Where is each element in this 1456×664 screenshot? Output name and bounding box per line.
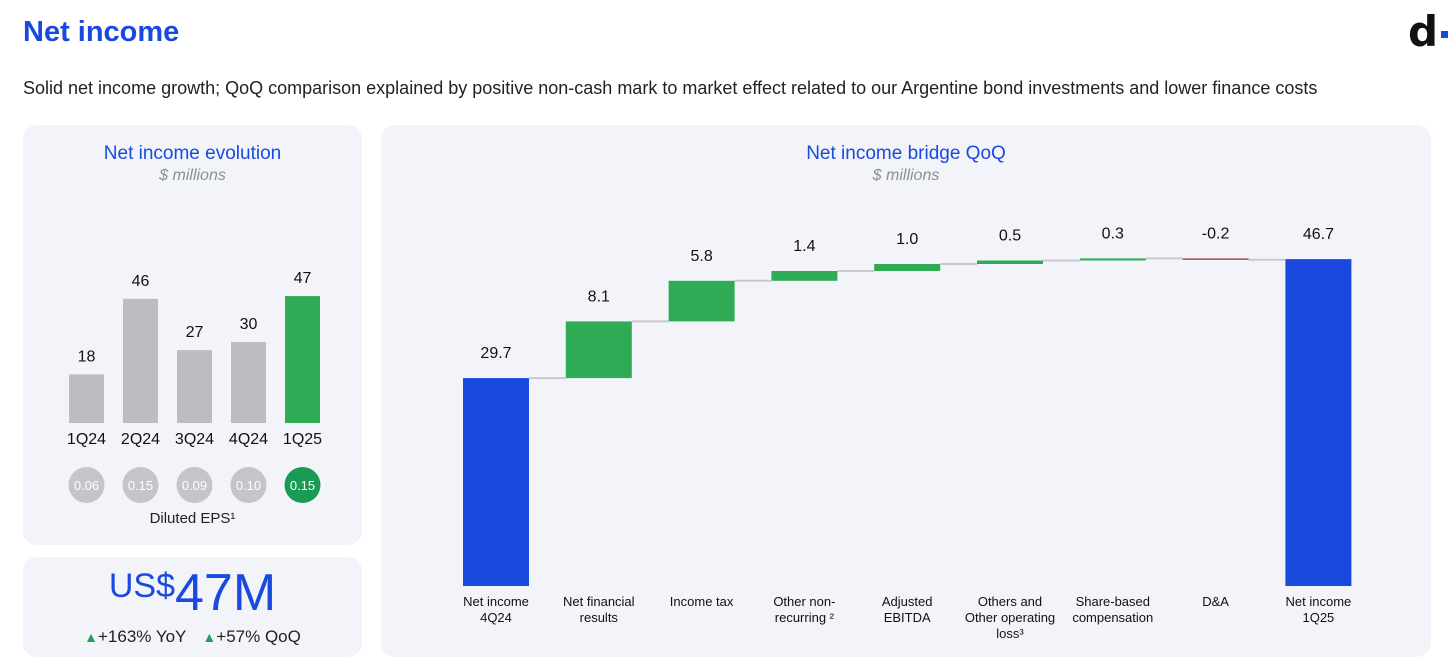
bridge-category-label: compensation: [1072, 610, 1153, 625]
eps-value-label: 0.06: [74, 478, 99, 493]
bridge-category-label: Income tax: [670, 594, 734, 609]
bridge-category-label: Others and: [978, 594, 1042, 609]
evolution-category-label: 4Q24: [229, 431, 268, 448]
bridge-value-label: 5.8: [690, 248, 712, 265]
evolution-value-label: 46: [132, 273, 150, 290]
evolution-category-label: 2Q24: [121, 431, 160, 448]
bridge-bar: [1285, 259, 1352, 586]
up-triangle-icon: ▲: [84, 629, 98, 645]
bridge-bar: [565, 321, 632, 379]
kpi-panel: US$47M ▲+163% YoY ▲+57% QoQ: [23, 557, 362, 657]
bridge-category-label: recurring ²: [775, 610, 835, 625]
bridge-category-label: Other operating: [965, 610, 1055, 625]
evolution-bar: [123, 298, 158, 423]
bridge-category-label: EBITDA: [884, 610, 931, 625]
evolution-chart: 18 1Q24 0.06 46 2Q24 0.15 27 3Q24 0.09 30 4Q24 0.10…: [67, 270, 322, 503]
evolution-category-label: 1Q24: [67, 431, 106, 448]
net-income-bridge-panel: Net income bridge QoQ $ millions 29.7 Net…: [381, 125, 1431, 657]
eps-circle: [68, 467, 105, 503]
bridge-category-label: results: [580, 610, 619, 625]
bridge-bar: [668, 280, 735, 322]
bridge-category-label: 1Q25: [1302, 610, 1334, 625]
evolution-value-label: 47: [294, 270, 312, 287]
up-triangle-icon: ▲: [202, 629, 217, 645]
evolution-category-label: 1Q25: [283, 431, 322, 448]
kpi-qoq: +57% QoQ: [216, 627, 301, 646]
bridge-chart-unit: $ millions: [872, 167, 940, 184]
bridge-value-label: 1.4: [793, 238, 815, 255]
eps-circle: [284, 467, 321, 503]
bridge-value-label: 0.3: [1102, 225, 1124, 242]
eps-value-label: 0.15: [290, 478, 315, 493]
eps-value-label: 0.15: [128, 478, 153, 493]
page-subtitle: Solid net income growth; QoQ comparison …: [23, 78, 1318, 98]
evolution-bar: [177, 350, 212, 423]
eps-label: Diluted EPS¹: [149, 510, 236, 527]
bridge-bar: [1079, 258, 1146, 261]
bridge-category-label: Adjusted: [882, 594, 933, 609]
bridge-category-label: Net financial: [563, 594, 635, 609]
bridge-value-label: 1.0: [896, 231, 918, 248]
evolution-value-label: 18: [78, 348, 96, 365]
eps-circle: [230, 467, 267, 503]
bridge-bar: [874, 264, 941, 271]
bridge-value-label: -0.2: [1202, 225, 1230, 242]
bridge-value-label: 0.5: [999, 228, 1021, 245]
bridge-category-label: 4Q24: [480, 610, 512, 625]
bridge-chart-title: Net income bridge QoQ: [806, 143, 1006, 164]
bridge-category-label: Net income: [463, 594, 529, 609]
evolution-value-label: 30: [240, 316, 258, 333]
bridge-category-label: Net income: [1286, 594, 1352, 609]
bridge-bar: [771, 271, 838, 281]
kpi-amount: 47M: [174, 564, 277, 622]
bridge-value-label: 8.1: [588, 288, 610, 305]
eps-value-label: 0.10: [236, 478, 261, 493]
evolution-chart-unit: $ millions: [159, 167, 226, 184]
bridge-bar: [463, 378, 529, 586]
bridge-value-label: 46.7: [1303, 226, 1334, 243]
eps-circle: [122, 467, 159, 503]
kpi-yoy: +163% YoY: [98, 627, 187, 646]
logo: d: [1408, 7, 1439, 56]
bridge-category-label: Other non-: [773, 594, 835, 609]
bridge-category-label: D&A: [1202, 594, 1229, 609]
bridge-value-label: 29.7: [480, 345, 511, 362]
evolution-category-label: 3Q24: [175, 431, 214, 448]
bridge-bar: [1182, 258, 1249, 260]
kpi-currency: US$: [108, 567, 175, 605]
evolution-chart-title: Net income evolution: [103, 143, 282, 164]
net-income-evolution-panel: Net income evolution $ millions 18 1Q24 0.…: [23, 125, 362, 545]
bridge-category-label: Share-based: [1076, 594, 1150, 609]
page-title: Net income: [23, 16, 180, 48]
bridge-category-label: loss³: [996, 626, 1024, 641]
evolution-bar: [231, 342, 266, 423]
evolution-bar: [285, 296, 320, 423]
kpi-growth: ▲+163% YoY ▲+57% QoQ: [23, 627, 362, 647]
evolution-bar: [69, 374, 104, 423]
logo-dot: [1441, 31, 1448, 38]
kpi-net-income: US$47M: [23, 563, 362, 623]
eps-value-label: 0.09: [182, 478, 207, 493]
bridge-bar: [977, 260, 1043, 264]
evolution-value-label: 27: [186, 324, 204, 341]
eps-circle: [176, 467, 213, 503]
